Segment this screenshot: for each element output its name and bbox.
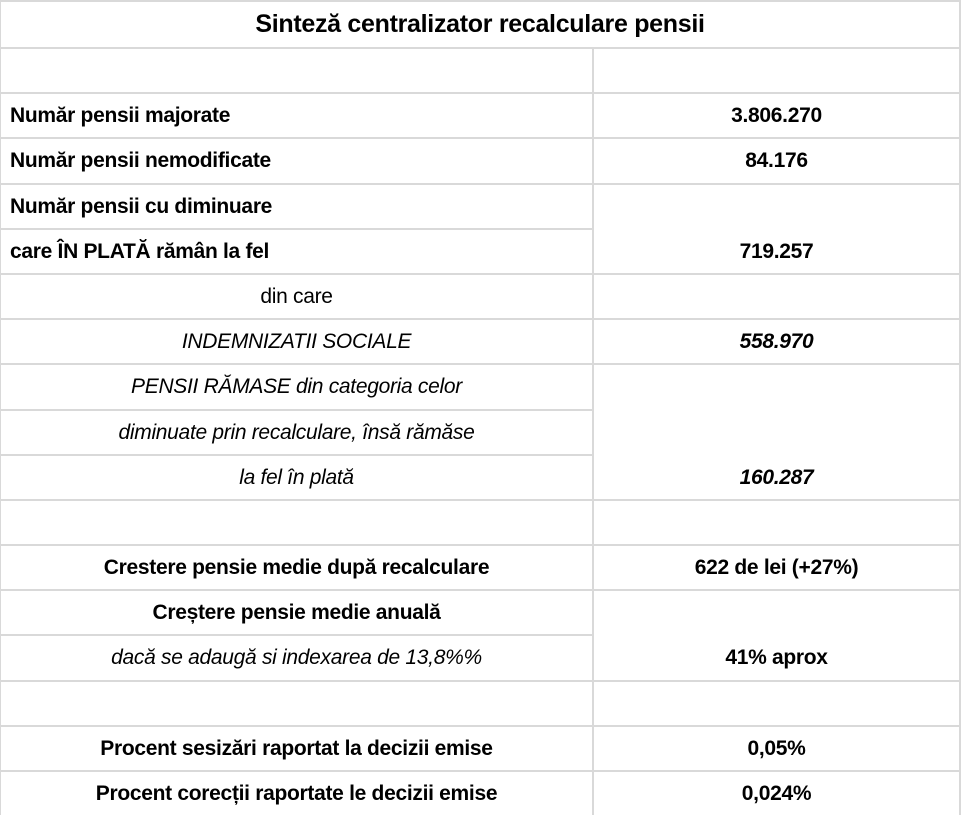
value-pensii-majorate: 3.806.270 (594, 94, 959, 138)
value-procent-sesizari: 0,05% (594, 726, 959, 770)
value-crestere-medie-recalculare: 622 de lei (+27%) (594, 546, 959, 590)
value-crestere-medie-anuala: 41% aprox (594, 591, 959, 680)
label-pensii-ramase-1: PENSII RĂMASE din categoria celor (1, 365, 592, 409)
label-din-care: din care (1, 274, 592, 319)
value-procent-corectii: 0,024% (594, 772, 959, 816)
label-pensii-majorate: Număr pensii majorate (1, 94, 592, 138)
value-text: 160.287 (739, 465, 814, 489)
label-indemnizatii-sociale: INDEMNIZATII SOCIALE (1, 320, 592, 364)
value-pensii-ramase: 160.287 (594, 365, 959, 499)
label-pensii-ramase-3: la fel în plată (1, 455, 592, 499)
value-text: 41% aprox (725, 646, 828, 670)
label-procent-sesizari: Procent sesizări raportat la decizii emi… (1, 726, 592, 770)
empty-cell (594, 500, 959, 545)
table-title: Sinteză centralizator recalculare pensii (1, 2, 959, 47)
label-crestere-medie-recalculare: Crestere pensie medie după recalculare (1, 546, 592, 590)
label-pensii-cu-diminuare: Număr pensii cu diminuare (1, 184, 592, 228)
label-daca-se-adauga-indexarea: dacă se adaugă si indexarea de 13,8%% (1, 636, 592, 680)
empty-cell (1, 681, 592, 725)
value-pensii-nemodificate: 84.176 (594, 139, 959, 183)
empty-cell (594, 681, 959, 725)
empty-cell (1, 500, 592, 545)
label-in-plata-raman-la-fel: care ÎN PLATĂ rămân la fel (1, 229, 592, 273)
empty-cell (594, 274, 959, 319)
label-pensii-nemodificate: Număr pensii nemodificate (1, 139, 592, 183)
value-pensii-cu-diminuare: 719.257 (594, 184, 959, 273)
empty-cell (594, 49, 959, 93)
label-pensii-ramase-2: diminuate prin recalculare, însă rămăse (1, 410, 592, 454)
empty-cell (1, 49, 592, 93)
label-procent-corectii: Procent corecții raportate le decizii em… (1, 772, 592, 816)
label-crestere-medie-anuala: Creștere pensie medie anuală (1, 591, 592, 635)
value-text: 719.257 (739, 239, 814, 263)
value-indemnizatii-sociale: 558.970 (594, 320, 959, 364)
